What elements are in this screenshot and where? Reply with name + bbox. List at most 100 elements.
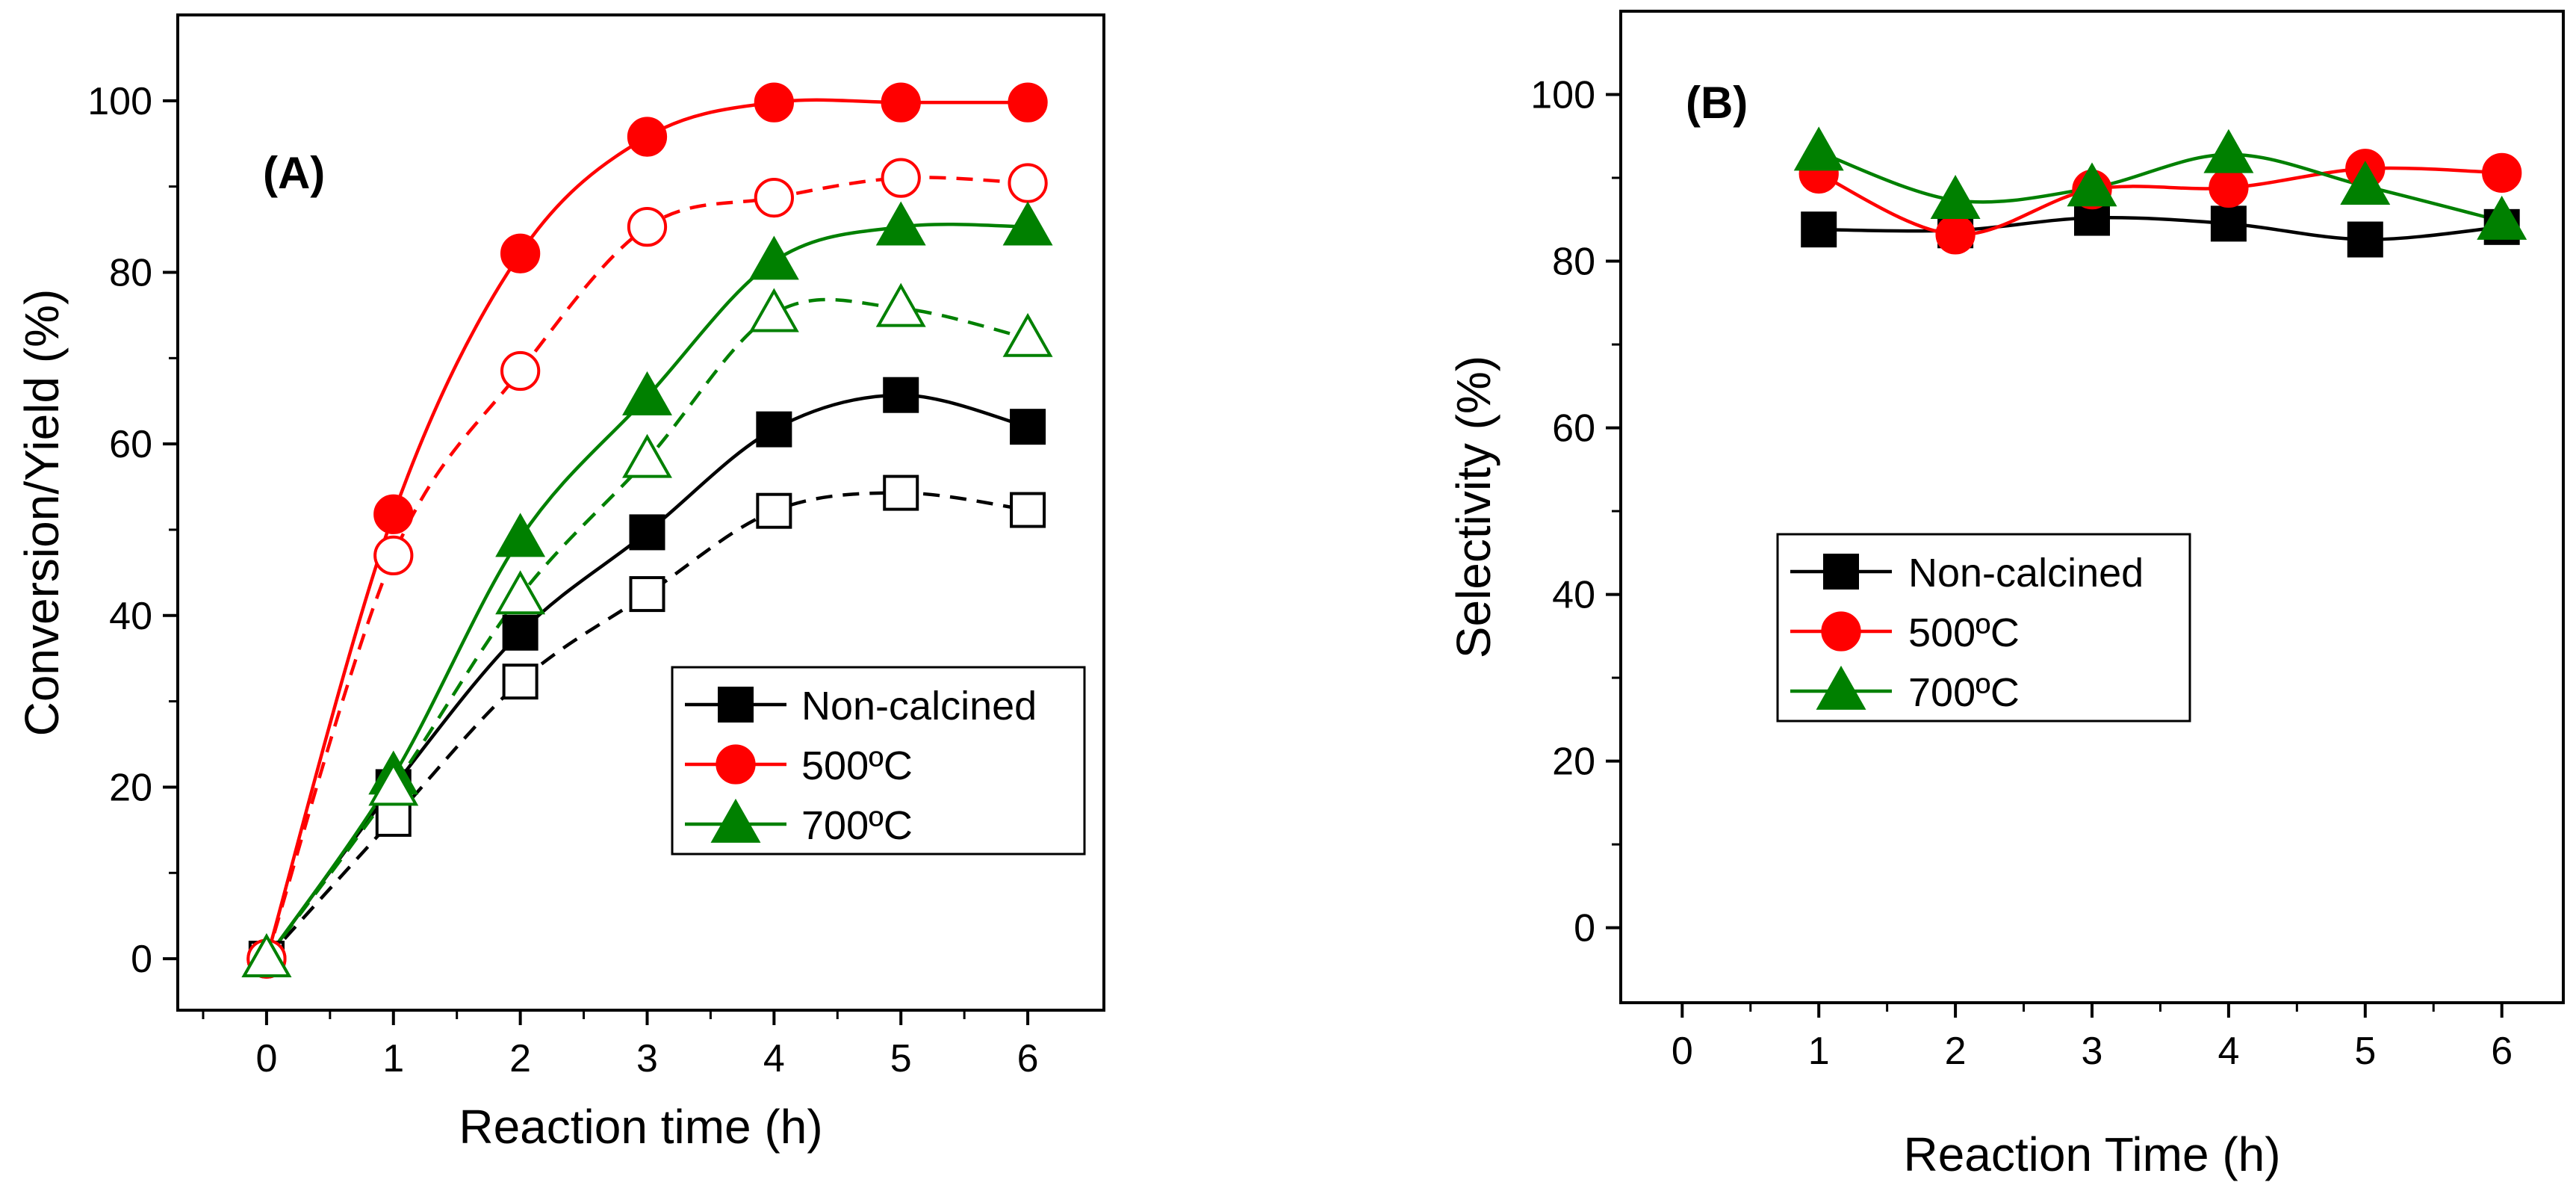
series-markers-0 — [1801, 199, 2520, 258]
y-tick-label: 20 — [1552, 740, 1595, 784]
y-tick-label: 0 — [131, 938, 152, 981]
y-tick-label: 0 — [1574, 907, 1595, 950]
y-tick-label: 40 — [109, 595, 152, 638]
data-point — [1930, 175, 1981, 220]
x-tick-label: 3 — [636, 1037, 658, 1080]
data-point — [500, 233, 541, 273]
y-tick-label: 60 — [109, 423, 152, 466]
panel-label: (B) — [1686, 78, 1748, 128]
x-tick-label: 5 — [2354, 1030, 2376, 1073]
data-point — [1002, 312, 1053, 357]
data-point — [2203, 129, 2254, 173]
y-tick-label: 60 — [1552, 407, 1595, 451]
data-point — [1010, 492, 1046, 528]
data-point — [756, 492, 792, 529]
data-point — [375, 800, 412, 837]
x-tick-label: 6 — [1017, 1037, 1039, 1080]
data-point — [629, 576, 665, 613]
legend-label: 700ºC — [801, 803, 913, 848]
data-point — [2210, 205, 2247, 242]
legend-label: Non-calcined — [1908, 551, 2144, 596]
plot-frame — [176, 13, 1105, 1012]
panel-label: (A) — [263, 148, 325, 198]
y-tick-label: 20 — [109, 766, 152, 809]
data-point — [2477, 195, 2527, 240]
x-tick-label: 5 — [890, 1037, 912, 1080]
data-point — [754, 177, 794, 218]
data-point — [373, 494, 414, 534]
legend-label: Non-calcined — [801, 684, 1037, 728]
series-markers-5 — [241, 282, 1053, 977]
x-tick-label: 1 — [382, 1037, 404, 1080]
data-point — [2067, 162, 2117, 207]
data-point — [2347, 221, 2383, 258]
x-tick-label: 3 — [2082, 1030, 2103, 1073]
data-point — [627, 117, 668, 157]
data-point — [881, 158, 921, 198]
data-point — [629, 514, 665, 551]
data-point — [622, 371, 672, 415]
data-point — [2482, 152, 2522, 193]
data-point — [368, 761, 419, 806]
series-markers-3 — [246, 158, 1048, 979]
data-point — [373, 535, 414, 576]
x-tick-label: 4 — [763, 1037, 785, 1080]
data-point — [627, 206, 668, 247]
y-tick-label: 80 — [109, 251, 152, 294]
x-tick-label: 1 — [1808, 1030, 1830, 1073]
legend: Non-calcined 500ºC 700ºC — [671, 666, 1086, 856]
legend: Non-calcined 500ºC 700ºC — [1776, 533, 2191, 723]
legend-label: 500ºC — [1908, 610, 2020, 655]
data-point — [502, 614, 539, 651]
data-point — [883, 377, 919, 413]
x-axis-title: Reaction time (h) — [459, 1100, 822, 1154]
plot-frame — [1619, 10, 2565, 1004]
legend-marker — [710, 798, 761, 843]
data-point — [875, 282, 926, 327]
data-point — [748, 235, 799, 280]
data-point — [2340, 161, 2391, 205]
y-tick-label: 40 — [1552, 574, 1595, 617]
x-tick-label: 6 — [2491, 1030, 2513, 1073]
legend-marker — [1821, 611, 1861, 652]
y-tick-label: 100 — [1530, 74, 1595, 117]
data-point — [875, 201, 926, 246]
x-axis-title: Reaction Time (h) — [1903, 1127, 2280, 1181]
data-point — [502, 663, 539, 700]
series-line-0 — [1819, 216, 2502, 241]
x-tick-label: 2 — [1945, 1030, 1967, 1073]
data-point — [1935, 214, 1976, 255]
data-point — [495, 513, 546, 557]
legend-marker — [1823, 554, 1859, 590]
series-line-1 — [1818, 166, 2502, 237]
data-point — [756, 411, 792, 448]
x-tick-label: 4 — [2217, 1030, 2239, 1073]
data-point — [748, 288, 799, 332]
data-point — [1008, 163, 1048, 203]
legend-marker — [718, 687, 754, 723]
legend-label: 700ºC — [1908, 670, 2020, 715]
data-point — [241, 933, 292, 977]
data-point — [500, 350, 541, 392]
y-axis-title: Selectivity (%) — [1447, 356, 1500, 658]
data-point — [881, 82, 921, 123]
y-axis-title: Conversion/Yield (%) — [15, 289, 69, 737]
x-tick-label: 2 — [509, 1037, 531, 1080]
x-tick-label: 0 — [1672, 1030, 1693, 1073]
y-tick-label: 100 — [87, 80, 152, 123]
x-tick-label: 0 — [255, 1037, 277, 1080]
data-point — [495, 570, 546, 615]
legend-marker — [1816, 665, 1866, 710]
data-point — [1002, 201, 1053, 246]
legend-label: 500ºC — [801, 743, 913, 788]
legend-marker — [716, 744, 756, 785]
data-point — [2209, 167, 2249, 208]
data-point — [1793, 126, 1844, 171]
data-point — [754, 82, 794, 123]
data-point — [1801, 211, 1837, 248]
data-point — [1010, 409, 1046, 445]
series-markers-2 — [1793, 126, 2527, 240]
